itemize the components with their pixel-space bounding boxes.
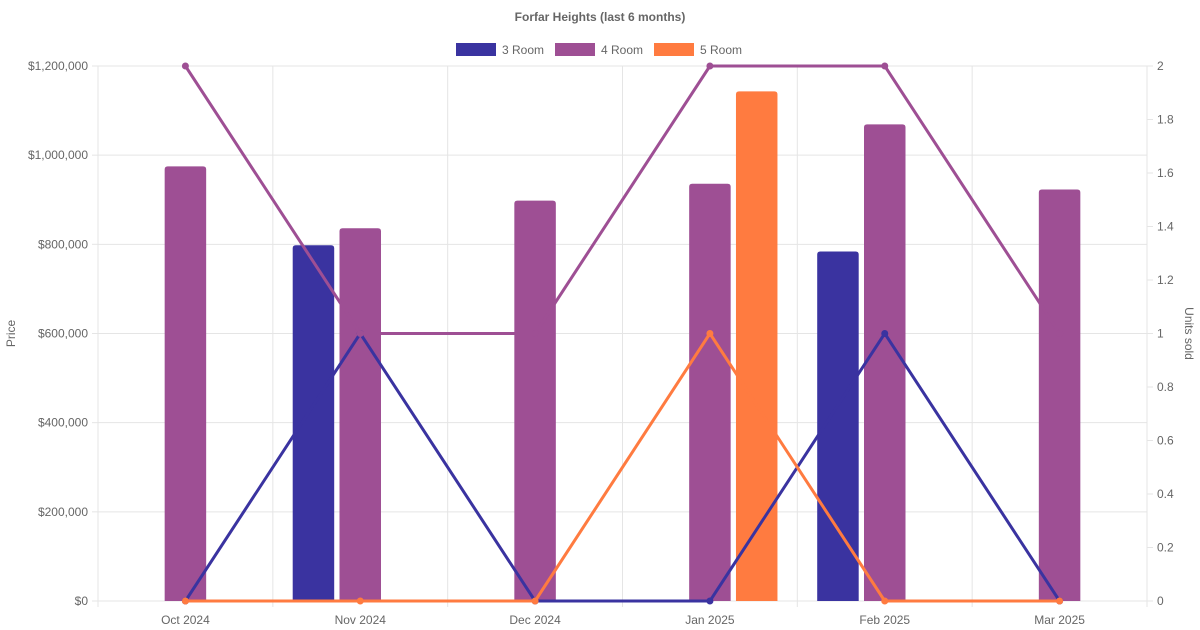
x-tick-label: Dec 2024 [509, 613, 561, 627]
bar-4-room [864, 124, 906, 601]
point-4-room [706, 62, 714, 70]
y-right-tick-label: 1.2 [1157, 273, 1174, 287]
chart-title: Forfar Heights (last 6 months) [515, 10, 686, 24]
legend-label: 5 Room [700, 43, 742, 57]
point-5-room [181, 597, 189, 605]
bar-4-room [514, 200, 556, 601]
point-3-room [706, 597, 714, 605]
axes: $0 $200,000 $400,000 $600,000 $800,000 $1,000… [4, 59, 1196, 627]
y-right-tick-label: 0.8 [1157, 380, 1174, 394]
y-right-tick-label: 1.4 [1157, 220, 1174, 234]
line-series [181, 62, 1064, 605]
point-5-room [531, 597, 539, 605]
point-4-room [181, 62, 189, 70]
bar-4-room [339, 228, 381, 602]
x-tick-label: Jan 2025 [685, 613, 735, 627]
x-tick-label: Mar 2025 [1034, 613, 1085, 627]
bar-5-room [735, 91, 778, 601]
y-right-tick-label: 2 [1157, 59, 1164, 73]
grid-lines [97, 65, 1148, 607]
bar-3-room [292, 245, 335, 601]
legend-swatch [654, 43, 694, 56]
y-right-tick-label: 0.6 [1157, 434, 1174, 448]
x-tick-label: Oct 2024 [161, 613, 210, 627]
point-5-room [1056, 597, 1064, 605]
point-4-room [356, 330, 364, 337]
legend-label: 4 Room [601, 43, 643, 57]
y-left-tick-label: $1,000,000 [28, 148, 88, 162]
point-5-room [706, 330, 714, 337]
point-4-room [1056, 330, 1064, 337]
legend-item-3-room: 3 Room [456, 43, 544, 57]
point-4-room [881, 62, 889, 70]
line-5-room [185, 332, 1060, 603]
legend-label: 3 Room [502, 43, 544, 57]
y-right-tick-label: 1.8 [1157, 113, 1174, 127]
bar-4-room [689, 183, 731, 601]
line-4-room [184, 64, 1061, 335]
y-left-tick-label: $800,000 [38, 237, 88, 251]
y-right-axis-title: Units sold [1182, 307, 1196, 360]
legend-item-4-room: 4 Room [555, 43, 643, 57]
legend-swatch [555, 43, 595, 56]
point-5-room [356, 597, 364, 605]
x-tick-label: Nov 2024 [335, 613, 387, 627]
point-3-room [881, 330, 889, 337]
bar-series [164, 91, 1081, 602]
bar-4-room [164, 166, 207, 601]
y-left-tick-label: $400,000 [38, 416, 88, 430]
legend: 3 Room 4 Room 5 Room [456, 43, 742, 57]
y-right-tick-label: 0.2 [1157, 541, 1174, 555]
legend-item-5-room: 5 Room [654, 43, 742, 57]
y-left-tick-label: $0 [75, 594, 89, 608]
y-left-axis-title: Price [4, 320, 18, 348]
y-right-tick-label: 0 [1157, 594, 1164, 608]
y-left-tick-label: $600,000 [38, 327, 88, 341]
point-4-room [531, 330, 539, 337]
y-left-tick-label: $200,000 [38, 505, 88, 519]
legend-swatch [456, 43, 496, 56]
y-left-tick-label: $1,200,000 [28, 59, 88, 73]
line-3-room [184, 332, 1061, 603]
x-tick-label: Feb 2025 [859, 613, 910, 627]
bar-4-room [1038, 189, 1081, 601]
y-right-tick-label: 1.6 [1157, 166, 1174, 180]
point-5-room [881, 597, 889, 605]
y-right-tick-label: 1 [1157, 327, 1164, 341]
y-right-tick-label: 0.4 [1157, 487, 1174, 501]
